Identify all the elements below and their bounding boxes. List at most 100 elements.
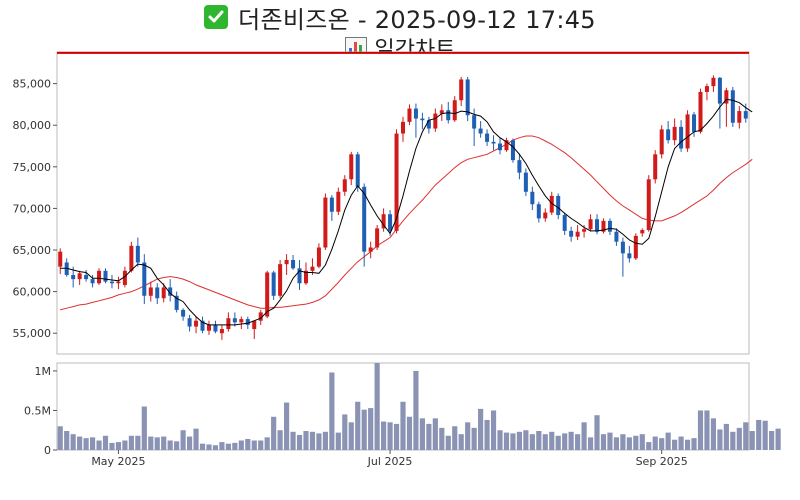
volume-bar [135, 435, 141, 450]
candle-body [323, 197, 328, 248]
volume-bar [587, 437, 594, 450]
volume-bar [568, 431, 574, 450]
candle-body [206, 324, 211, 331]
volume-bar [381, 421, 387, 450]
volume-bar [258, 440, 264, 450]
volume-bar [290, 431, 296, 450]
price-y-tick-label: 70,000 [13, 202, 52, 215]
candle-body [329, 197, 334, 212]
volume-bar [419, 418, 425, 450]
volume-bar [57, 426, 63, 450]
candle-body [711, 77, 716, 87]
candle-body [685, 114, 690, 149]
volume-bar [452, 426, 458, 450]
volume-bar [251, 440, 257, 450]
x-tick-label: Sep 2025 [636, 455, 688, 468]
price-plot-frame [56, 51, 750, 355]
volume-bar [769, 431, 775, 450]
volume-bar [232, 442, 238, 450]
candle-body [478, 128, 483, 134]
candle-body [122, 270, 127, 285]
candle-body [252, 320, 257, 330]
candle-body [58, 251, 63, 267]
candle-body [601, 220, 606, 232]
volume-bar [245, 438, 251, 450]
candle-body [349, 154, 354, 180]
volume-y-tick-label: 1M [35, 365, 52, 378]
volume-bar [329, 372, 335, 450]
candle-body [633, 235, 638, 259]
volume-bar [717, 429, 723, 450]
candle-body [388, 214, 393, 231]
volume-bar [264, 437, 270, 450]
volume-bar [633, 435, 639, 450]
candle-body [595, 219, 600, 232]
candle-body [155, 287, 160, 299]
candle-body [433, 113, 438, 129]
volume-bar [710, 418, 717, 450]
candle-body [730, 90, 735, 123]
candle-body [194, 320, 199, 327]
volume-bar [413, 370, 419, 450]
candle-body [116, 281, 121, 284]
volume-bar [180, 430, 186, 450]
volume-bar [626, 437, 632, 450]
volume-bar [387, 422, 393, 450]
volume-bar [186, 436, 193, 450]
candle-body [459, 79, 464, 101]
volume-bar [322, 431, 328, 450]
candle-body [510, 140, 515, 161]
candle-body [168, 287, 173, 296]
volume-bar [471, 427, 477, 450]
chart-title: 더존비즈온 - 2025-09-12 17:45 [238, 5, 596, 34]
volume-bar [238, 440, 244, 450]
candle-body [485, 133, 490, 142]
volume-bar [555, 435, 561, 450]
candle-body [562, 215, 567, 231]
candle-body [743, 111, 748, 119]
candle-body [543, 212, 548, 219]
volume-bar [154, 437, 160, 450]
volume-bar [542, 434, 548, 450]
candle-body [426, 120, 431, 129]
volume-bar [458, 434, 464, 450]
candle-body [161, 287, 166, 299]
volume-bar [96, 440, 102, 450]
candle-body [465, 79, 470, 116]
title-row: 더존비즈온 - 2025-09-12 17:45 [0, 0, 800, 34]
ma-long-line [60, 135, 753, 311]
volume-bar [284, 402, 290, 450]
volume-bar [575, 434, 581, 450]
x-tick-label: Jul 2025 [367, 455, 413, 468]
candle-body [77, 273, 82, 280]
volume-bar [600, 434, 607, 450]
candle-body [71, 274, 76, 280]
check-mark-glyph [208, 10, 224, 23]
candle-body [536, 204, 541, 219]
volume-bar [439, 427, 445, 450]
volume-bar [148, 436, 154, 450]
volume-bar [342, 414, 348, 450]
candle-body [375, 228, 380, 248]
candle-body [336, 191, 341, 212]
candle-body [498, 143, 503, 151]
volume-bar [426, 423, 432, 450]
candle-body [103, 270, 108, 282]
volume-bar [219, 442, 225, 450]
volume-bar [678, 436, 684, 450]
candle-body [142, 262, 147, 296]
candle-body [523, 172, 528, 192]
candle-body [737, 111, 742, 123]
price-y-tick-label: 60,000 [13, 286, 52, 299]
candle-body [135, 245, 140, 263]
candle-body [245, 319, 250, 325]
volume-bar [749, 431, 755, 450]
volume-bar [167, 440, 173, 450]
volume-bar [549, 431, 555, 450]
candle-body [575, 231, 580, 237]
candle-body [90, 279, 95, 284]
candle-body [355, 154, 360, 187]
volume-bar [122, 440, 128, 450]
volume-bar [607, 432, 613, 450]
candle-body [692, 114, 697, 132]
